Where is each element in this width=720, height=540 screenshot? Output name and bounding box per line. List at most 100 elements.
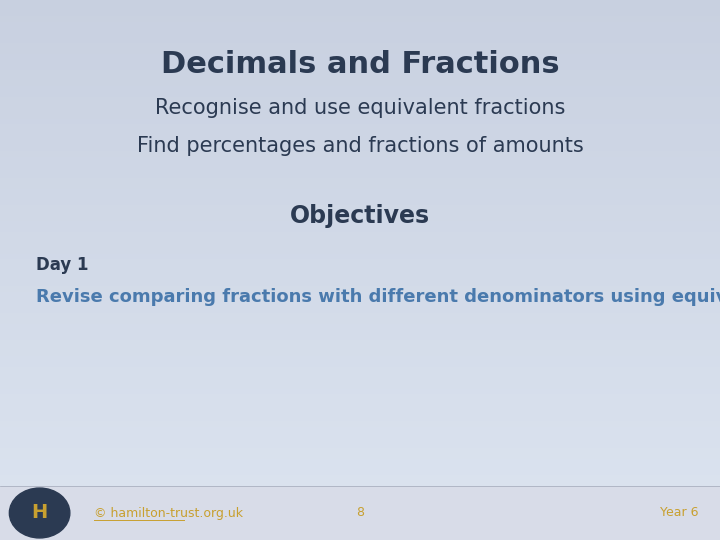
Bar: [0, 486, 720, 491]
Bar: [0, 205, 720, 211]
Bar: [0, 135, 720, 140]
Text: H: H: [32, 503, 48, 523]
Bar: [0, 518, 720, 524]
Bar: [0, 59, 720, 65]
Bar: [0, 0, 720, 5]
Bar: [0, 383, 720, 389]
Bar: [0, 200, 720, 205]
Bar: [0, 97, 720, 103]
Bar: [0, 254, 720, 259]
Bar: [0, 108, 720, 113]
Bar: [0, 227, 720, 232]
Bar: [0, 189, 720, 194]
Ellipse shape: [9, 488, 70, 538]
Bar: [0, 389, 720, 394]
Bar: [0, 529, 720, 535]
Bar: [0, 394, 720, 400]
Text: Year 6: Year 6: [660, 507, 698, 519]
Bar: [0, 351, 720, 356]
Bar: [0, 146, 720, 151]
Bar: [0, 243, 720, 248]
Bar: [0, 151, 720, 157]
Bar: [0, 454, 720, 459]
Bar: [0, 508, 720, 513]
Bar: [0, 130, 720, 135]
Bar: [0, 173, 720, 178]
Bar: [0, 162, 720, 167]
Bar: [0, 297, 720, 302]
Bar: [0, 49, 720, 54]
Bar: [0, 248, 720, 254]
Bar: [0, 416, 720, 421]
Bar: [0, 443, 720, 448]
Bar: [0, 113, 720, 119]
Bar: [0, 340, 720, 346]
Bar: [0, 437, 720, 443]
Bar: [0, 324, 720, 329]
Bar: [0, 103, 720, 108]
Bar: [0, 11, 720, 16]
Bar: [0, 238, 720, 243]
Bar: [0, 38, 720, 43]
Bar: [0, 308, 720, 313]
Bar: [0, 76, 720, 81]
Bar: [0, 302, 720, 308]
Bar: [0, 405, 720, 410]
Bar: [0, 259, 720, 265]
Bar: [0, 448, 720, 454]
Bar: [0, 524, 720, 529]
Bar: [0, 32, 720, 38]
Text: Day 1: Day 1: [36, 255, 89, 274]
Bar: [0, 65, 720, 70]
Bar: [0, 221, 720, 227]
Bar: [0, 346, 720, 351]
Bar: [0, 232, 720, 238]
Bar: [0, 319, 720, 324]
Bar: [0, 140, 720, 146]
Bar: [0, 491, 720, 497]
Bar: [0, 286, 720, 292]
Bar: [0, 54, 720, 59]
Bar: [0, 211, 720, 216]
Bar: [0, 502, 720, 508]
Bar: [0, 421, 720, 427]
Bar: [0, 119, 720, 124]
Bar: [0, 475, 720, 481]
Bar: [0, 5, 720, 11]
Bar: [0, 275, 720, 281]
Text: Recognise and use equivalent fractions: Recognise and use equivalent fractions: [155, 98, 565, 118]
Bar: [0, 16, 720, 22]
Bar: [0, 535, 720, 540]
Bar: [0, 497, 720, 502]
Text: © hamilton-trust.org.uk: © hamilton-trust.org.uk: [94, 507, 243, 519]
Bar: [0, 464, 720, 470]
Bar: [0, 513, 720, 518]
Bar: [0, 470, 720, 475]
Text: Objectives: Objectives: [290, 204, 430, 228]
Bar: [0, 92, 720, 97]
Bar: [0, 335, 720, 340]
Bar: [0, 194, 720, 200]
Bar: [0, 427, 720, 432]
Bar: [0, 124, 720, 130]
Bar: [0, 373, 720, 378]
Bar: [0, 167, 720, 173]
Bar: [0, 178, 720, 184]
Bar: [0, 70, 720, 76]
Bar: [0, 362, 720, 367]
Bar: [0, 27, 720, 32]
Bar: [0, 459, 720, 464]
Bar: [0, 22, 720, 27]
Text: Decimals and Fractions: Decimals and Fractions: [161, 50, 559, 79]
Bar: [0, 43, 720, 49]
Bar: [0, 400, 720, 405]
Bar: [0, 313, 720, 319]
Text: 8: 8: [356, 507, 364, 519]
Bar: [0, 281, 720, 286]
Bar: [0, 367, 720, 373]
Bar: [0, 81, 720, 86]
Bar: [0, 432, 720, 437]
Bar: [0, 356, 720, 362]
Bar: [0, 378, 720, 383]
Text: Revise comparing fractions with different denominators using equivalence.: Revise comparing fractions with differen…: [36, 288, 720, 306]
